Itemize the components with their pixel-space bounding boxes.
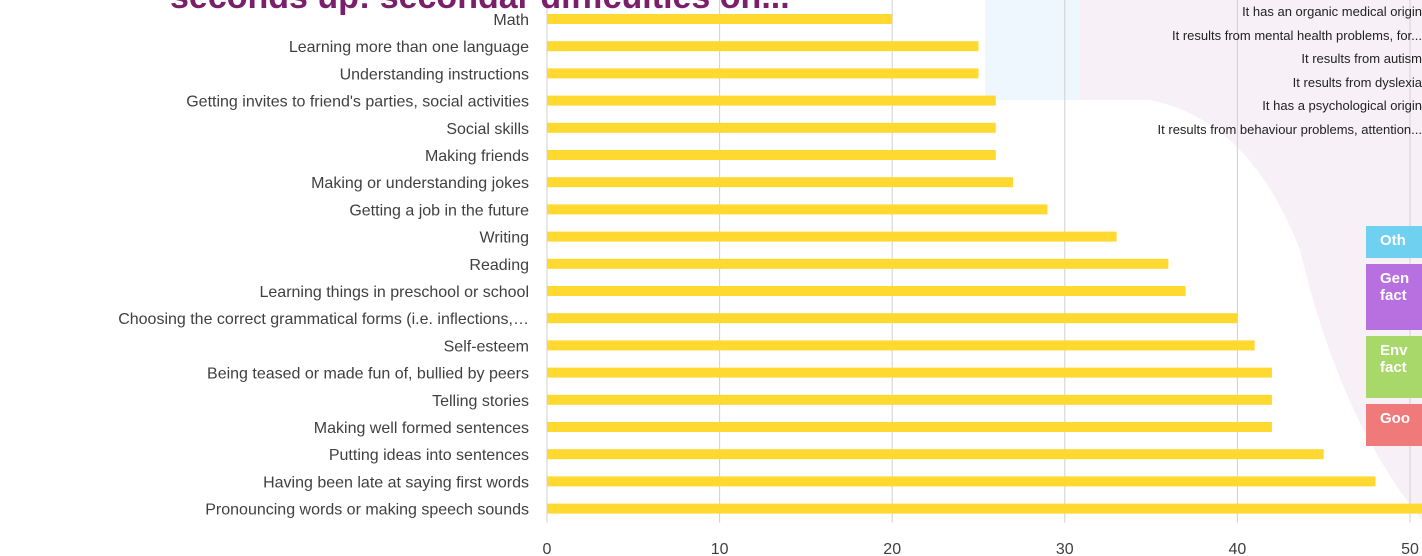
x-tick-label: 10 [711,541,729,556]
bar [547,503,1422,514]
category-label: Making well formed sentences [314,420,529,437]
category-label-layer: Math Learning more than one language Under… [118,12,529,519]
bar [547,68,979,79]
bar [547,422,1272,432]
bar [547,122,996,133]
overlay-reason: It results from mental health problems, … [1172,27,1422,43]
category-label: Having been late at saying first words [263,474,529,491]
category-label: Getting a job in the future [349,202,529,219]
category-label: Math [493,12,529,29]
x-tick-label: 50 [1401,541,1419,556]
category-label: Reading [469,257,529,274]
category-label: Making friends [425,148,529,165]
legend-box-good: Goo [1366,404,1422,446]
bar [547,204,1048,215]
overlay-reason: It results from autism [1301,51,1422,66]
x-tick-label: 20 [883,541,901,556]
bar [547,286,1186,296]
bar [547,313,1238,324]
category-label: Understanding instructions [340,66,529,83]
overlay-reason: It has a psychological origin [1262,98,1422,113]
bar [547,476,1376,487]
category-label: Pronouncing words or making speech sound… [205,502,529,519]
x-tick-label: 30 [1056,541,1074,556]
bar [547,231,1117,242]
category-label: Putting ideas into sentences [329,447,529,464]
bar [547,340,1255,351]
x-tick-label: 0 [543,541,552,556]
chart-title-partial: seconds up: secondar difficulties on... [170,0,790,17]
overlay-reason: It results from dyslexia [1292,74,1422,90]
category-label: Getting invites to friend's parties, soc… [186,94,529,111]
category-label: Learning more than one language [289,39,529,56]
bar [547,449,1324,460]
category-label: Choosing the correct grammatical forms (… [118,311,529,328]
legend-box-genetic-factors: Gen fact [1366,264,1422,330]
category-label: Social skills [446,121,529,138]
bar [547,367,1272,378]
legend-box-other: Oth [1366,226,1422,258]
bar [547,150,996,160]
overlay-reason-list: It has an organic medical origin It resu… [962,0,1422,141]
legend-box-environmental-factors: Env fact [1366,336,1422,398]
bar [547,394,1272,405]
decorative-shape-blue [985,0,1080,100]
bar [547,95,996,106]
bar [547,41,979,52]
category-label: Being teased or made fun of, bullied by … [207,366,529,383]
category-label: Self-esteem [444,338,529,355]
bar [547,14,893,24]
x-tick-label: 40 [1229,541,1247,556]
decorative-shape-pink [985,0,1422,520]
bar-layer [547,14,1422,514]
bar [547,258,1169,269]
category-label: Learning things in preschool or school [260,284,530,301]
category-label: Writing [480,230,530,247]
overlay-reason: It has an organic medical origin [1242,4,1422,19]
category-label: Telling stories [432,393,529,410]
overlay-reason: It results from behaviour problems, atte… [1157,121,1422,137]
category-label: Making or understanding jokes [311,175,529,192]
tick-label-layer: 0 10 20 30 40 50 [543,541,1419,556]
bar [547,177,1014,188]
